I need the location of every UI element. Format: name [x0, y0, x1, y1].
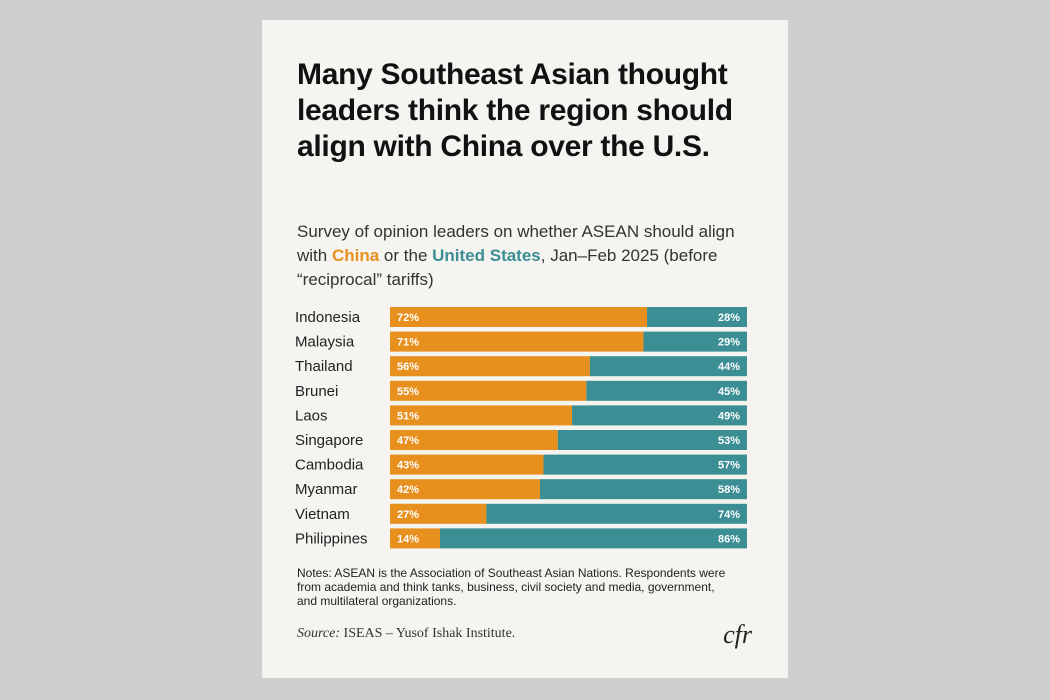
chart-title: Many Southeast Asian thought leaders thi… — [297, 58, 733, 163]
chart-notes: Notes: ASEAN is the Association of South… — [297, 566, 726, 608]
us-value-label: 57% — [718, 460, 740, 472]
us-value-label: 49% — [718, 410, 740, 422]
stacked-bar-chart: Indonesia 72% 28% Malaysia 71% 29% Thailand 56%… — [295, 307, 747, 549]
us-bar — [439, 528, 747, 549]
us-value-label: 74% — [718, 509, 740, 521]
subtitle-text-2: or the — [379, 246, 433, 265]
china-value-label: 56% — [397, 361, 419, 373]
cfr-logo: cfr — [723, 620, 752, 649]
china-bar — [390, 405, 573, 426]
category-label: Malaysia — [295, 334, 355, 351]
china-value-label: 43% — [397, 460, 419, 472]
us-bar — [543, 454, 747, 475]
china-value-label: 27% — [397, 509, 419, 521]
china-bar — [390, 528, 440, 549]
chart-source: Source: ISEAS – Yusof Ishak Institute. — [297, 626, 515, 642]
us-bar — [539, 479, 747, 500]
china-bar — [390, 356, 590, 377]
us-bar — [557, 430, 747, 450]
china-value-label: 47% — [397, 435, 419, 447]
china-bar — [390, 430, 558, 450]
subtitle-china: China — [331, 246, 380, 265]
us-value-label: 44% — [718, 361, 740, 373]
china-value-label: 72% — [397, 312, 419, 324]
us-bar — [486, 503, 747, 524]
us-value-label: 28% — [718, 312, 740, 324]
category-label: Myanmar — [295, 481, 358, 498]
us-value-label: 45% — [718, 386, 740, 398]
us-value-label: 58% — [718, 484, 740, 496]
category-label: Vietnam — [295, 506, 350, 523]
source-text: ISEAS – Yusof Ishak Institute. — [340, 626, 516, 641]
us-value-label: 29% — [718, 337, 740, 349]
category-label: Thailand — [295, 358, 353, 375]
china-value-label: 71% — [397, 337, 419, 349]
china-bar — [390, 380, 587, 401]
china-value-label: 55% — [397, 386, 419, 398]
china-value-label: 51% — [397, 410, 419, 422]
china-value-label: 14% — [397, 533, 419, 545]
subtitle-text-3: , Jan–Feb 2025 (before “reciprocal” tari… — [297, 246, 718, 289]
china-bar — [390, 307, 648, 327]
us-bar — [647, 307, 747, 327]
category-label: Philippines — [295, 530, 368, 547]
chart-subtitle: Survey of opinion leaders on whether ASE… — [297, 220, 767, 292]
us-bar — [589, 356, 747, 377]
subtitle-united-states: United States — [432, 246, 541, 265]
category-label: Indonesia — [295, 309, 361, 326]
us-value-label: 86% — [718, 533, 740, 545]
source-label: Source: — [297, 626, 341, 641]
china-bar — [390, 454, 544, 475]
china-bar — [390, 479, 540, 500]
us-bar — [643, 331, 747, 352]
category-label: Cambodia — [295, 457, 364, 474]
category-label: Laos — [295, 407, 328, 424]
subtitle-text-1: Survey of opinion leaders on whether ASE… — [297, 222, 735, 265]
chart-card: Many Southeast Asian thought leaders thi… — [262, 20, 788, 678]
china-value-label: 42% — [397, 484, 419, 496]
us-bar — [586, 380, 747, 401]
us-bar — [572, 405, 747, 426]
china-bar — [390, 503, 487, 524]
us-value-label: 53% — [718, 435, 740, 447]
category-label: Brunei — [295, 383, 338, 400]
china-bar — [390, 331, 644, 352]
category-label: Singapore — [295, 432, 363, 449]
